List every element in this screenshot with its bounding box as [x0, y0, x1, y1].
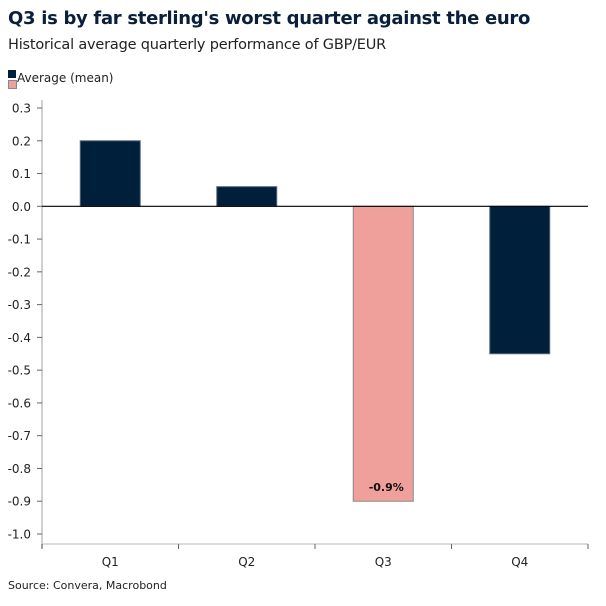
chart-title: Q3 is by far sterling's worst quarter ag… [8, 8, 531, 29]
y-tick-label: -0.5 [8, 364, 31, 378]
chart-subtitle: Historical average quarterly performance… [8, 37, 387, 53]
data-label-q3: -0.9% [369, 481, 404, 494]
legend-swatch-highlight [8, 80, 17, 89]
y-tick-label: -0.9 [8, 495, 31, 509]
x-tick-label: Q3 [375, 555, 392, 569]
source-note: Source: Convera, Macrobond [8, 579, 167, 592]
y-tick-label: 0.1 [12, 167, 31, 181]
y-tick-label: -0.2 [8, 265, 31, 279]
bar-q3 [352, 205, 414, 502]
y-tick-label: 0.3 [12, 102, 31, 116]
legend-swatch-average [8, 70, 16, 78]
y-tick-label: 0.2 [12, 134, 31, 148]
bar-q2 [216, 186, 278, 207]
x-tick-label: Q4 [511, 555, 528, 569]
x-tick-label: Q2 [238, 555, 255, 569]
bar-q4 [489, 205, 551, 355]
y-tick-label: -0.4 [8, 331, 31, 345]
y-tick-label: -0.8 [8, 462, 31, 476]
y-tick-label: 0.0 [12, 200, 31, 214]
bar-q1 [79, 140, 141, 207]
y-tick-label: -0.3 [8, 298, 31, 312]
y-tick-label: -1.0 [8, 528, 31, 542]
y-tick-label: -0.1 [8, 233, 31, 247]
x-tick-label: Q1 [102, 555, 119, 569]
legend-label: Average (mean) [17, 71, 114, 85]
y-tick-label: -0.6 [8, 396, 31, 410]
y-tick-label: -0.7 [8, 429, 31, 443]
